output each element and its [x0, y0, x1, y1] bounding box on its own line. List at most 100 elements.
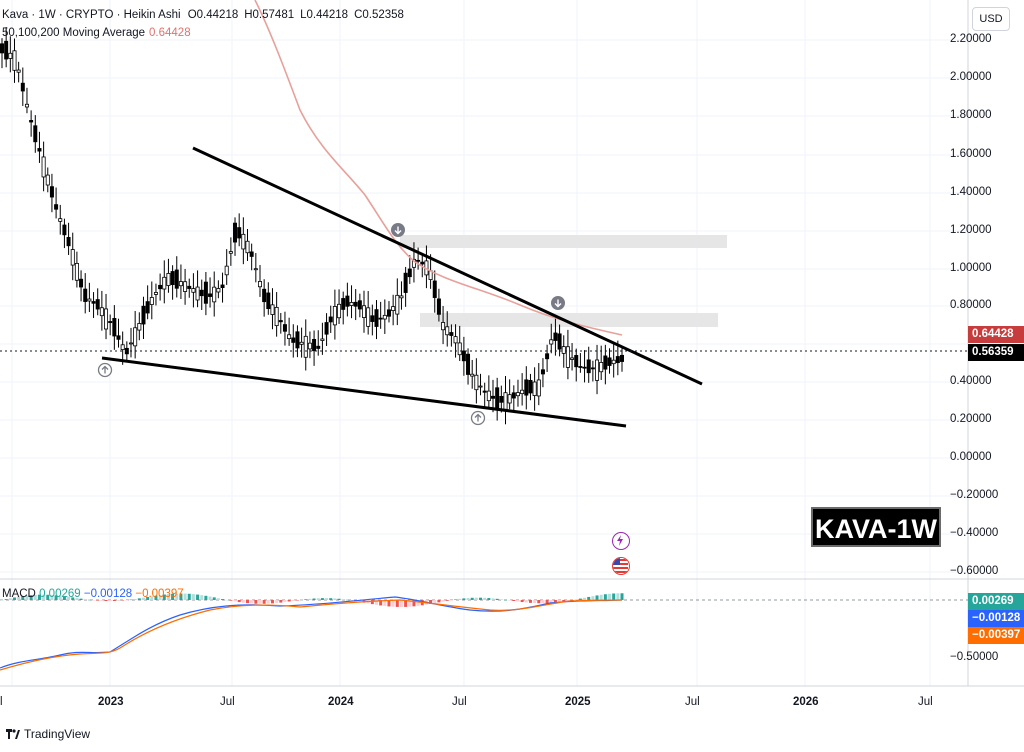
- macd-value-tag: −0.00397: [968, 627, 1024, 644]
- macd-histogram-bar: [553, 600, 557, 603]
- price-axis-label: 0.20000: [950, 413, 992, 425]
- macd-histogram-bar: [333, 598, 337, 600]
- moving-average-line: [254, 0, 623, 336]
- arrow-up-marker-1[interactable]: [97, 362, 113, 378]
- arrow-down-marker-1[interactable]: [391, 223, 405, 237]
- macd-histogram-bar: [470, 597, 474, 600]
- time-axis-label: l: [0, 696, 3, 708]
- macd-histogram-bar: [266, 600, 270, 604]
- price-axis-label: 0.00000: [950, 451, 992, 463]
- macd-histogram-bar: [483, 597, 487, 600]
- candle-body: [524, 379, 529, 396]
- candle-body: [66, 237, 71, 247]
- macd-histogram-bar: [595, 595, 599, 600]
- candle-body: [362, 305, 367, 318]
- candle-body: [291, 337, 296, 343]
- price-axis-label: 1.60000: [950, 148, 992, 160]
- candle-body: [54, 204, 59, 210]
- macd-histogram-bar: [350, 600, 354, 601]
- macd-histogram-bar: [4, 599, 8, 600]
- macd-histogram-bar: [433, 600, 437, 604]
- candle-body: [158, 284, 163, 290]
- macd-histogram-bar: [287, 600, 291, 602]
- macd-histogram-bar: [329, 598, 333, 600]
- upper-trendline[interactable]: [192, 146, 703, 386]
- macd-histogram-bar: [141, 597, 145, 600]
- candle-body: [499, 396, 504, 403]
- time-axis-label: Jul: [685, 696, 700, 708]
- macd-histogram-bar: [221, 599, 225, 600]
- currency-button[interactable]: USD: [972, 7, 1010, 31]
- macd-histogram-bar: [545, 600, 549, 604]
- us-flag-icon[interactable]: [612, 557, 630, 575]
- candle-body: [316, 345, 321, 349]
- candle-body: [83, 288, 88, 302]
- macd-histogram-bar: [616, 593, 620, 600]
- macd-histogram-bar: [162, 594, 166, 600]
- macd-histogram-bar: [566, 600, 570, 601]
- ma-legend[interactable]: 50,100,200 Moving Average 0.64428: [2, 27, 191, 39]
- macd-histogram-bar: [29, 595, 33, 600]
- macd-histogram-bar: [246, 600, 250, 604]
- open-value: O0.44218: [187, 9, 239, 21]
- candle-body: [4, 40, 9, 60]
- footer[interactable]: TradingView: [6, 727, 90, 741]
- ma-value: 0.64428: [149, 27, 191, 39]
- candle-body: [382, 314, 387, 320]
- arrow-up-marker-2[interactable]: [470, 410, 486, 426]
- candle-body: [590, 367, 595, 370]
- candle-body: [370, 315, 375, 322]
- price-grid: [0, 0, 968, 686]
- macd-histogram-bar: [133, 598, 137, 600]
- macd-histogram-bar: [121, 600, 125, 601]
- candle-body: [141, 305, 146, 325]
- time-axis-label: 2026: [793, 696, 819, 708]
- macd-label: MACD: [2, 588, 36, 600]
- close-value: C0.52358: [354, 9, 404, 21]
- macd-histogram-bar: [320, 598, 324, 600]
- candle-body: [453, 336, 458, 344]
- macd-histogram-bar: [562, 600, 566, 602]
- macd-histogram-bar: [250, 600, 254, 604]
- macd-histogram-bar: [229, 600, 233, 601]
- lightning-icon[interactable]: [612, 532, 630, 550]
- candle-body: [599, 362, 604, 373]
- candle-body: [349, 302, 354, 306]
- candle-body: [262, 288, 267, 303]
- macd-histogram-bar: [570, 600, 574, 601]
- resistance-zone-upper: [400, 235, 727, 248]
- macd-histogram-bar: [75, 598, 79, 600]
- macd-histogram-bar: [300, 599, 304, 601]
- candle-body: [607, 357, 612, 366]
- candle-body: [266, 292, 271, 310]
- candle-body: [386, 309, 391, 317]
- candle-body: [41, 156, 46, 178]
- arrow-down-marker-2[interactable]: [551, 296, 565, 310]
- price-axis-label: 0.80000: [950, 299, 992, 311]
- macd-histogram-bar: [441, 600, 445, 602]
- macd-histogram-bar: [399, 600, 403, 607]
- macd-histogram-bar: [487, 598, 491, 600]
- candle-body: [611, 359, 616, 365]
- candle-body: [58, 218, 63, 222]
- macd-histogram-bar: [412, 600, 416, 607]
- candle-body: [615, 356, 620, 364]
- macd-histogram-bar: [308, 598, 312, 600]
- macd-histogram-bar: [12, 597, 16, 600]
- candle-body: [253, 268, 258, 271]
- candle-body: [495, 387, 500, 409]
- lower-trendline[interactable]: [101, 356, 627, 428]
- macd-histogram-bar: [279, 600, 283, 603]
- macd-histogram-bar: [254, 600, 258, 604]
- candle-body: [278, 320, 283, 323]
- candle-body: [108, 321, 113, 324]
- candle-body: [511, 392, 516, 399]
- macd-histogram-bar: [275, 600, 279, 604]
- macd-legend[interactable]: MACD 0.00269 −0.00128 −0.00397: [2, 588, 184, 600]
- time-axis-label: Jul: [452, 696, 467, 708]
- symbol-info[interactable]: Kava · 1W · CRYPTO · Heikin Ashi O0.4421…: [2, 9, 410, 21]
- macd-histogram-bar: [25, 595, 29, 600]
- candle-body: [449, 332, 454, 336]
- candle-body: [16, 69, 21, 73]
